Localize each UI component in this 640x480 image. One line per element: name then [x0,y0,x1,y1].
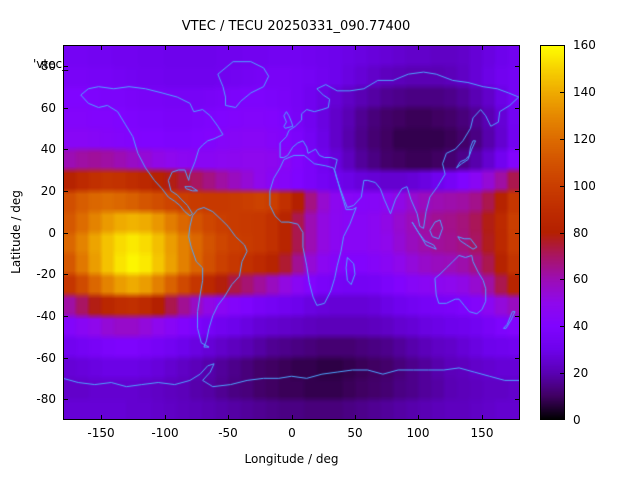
y-tick-mark [64,274,68,275]
x-tick-label: 150 [470,426,494,440]
y-tick-mark [64,358,68,359]
x-tick-mark [418,46,419,50]
colorbar-tick-label: 80 [573,226,589,240]
colorbar-canvas [540,45,565,420]
colorbar-tick-label: 60 [573,272,589,286]
colorbar-tick-label: 120 [573,132,596,146]
x-tick-mark [355,46,356,50]
x-tick-label: -150 [87,426,115,440]
y-tick-label: -40 [36,309,56,323]
y-tick-label: 0 [48,226,56,240]
x-tick-mark [482,46,483,50]
x-tick-label: -100 [151,426,179,440]
y-tick-mark [64,108,68,109]
x-tick-mark [101,415,102,419]
colorbar-tick-mark [560,373,564,374]
stray-legend-label: 'vtec_ [33,57,69,71]
x-tick-mark [165,415,166,419]
y-tick-mark [515,66,519,67]
y-tick-mark [64,191,68,192]
colorbar-tick-mark [560,279,564,280]
colorbar-tick-label: 140 [573,85,596,99]
y-tick-label: -20 [36,267,56,281]
y-tick-mark [64,399,68,400]
x-tick-mark [482,415,483,419]
colorbar-tick-mark [560,139,564,140]
y-tick-mark [515,399,519,400]
y-tick-mark [515,316,519,317]
x-tick-mark [292,46,293,50]
colorbar-tick-mark [560,326,564,327]
y-tick-mark [515,358,519,359]
colorbar-tick-mark [560,45,564,46]
x-tick-mark [418,415,419,419]
colorbar-tick-mark [560,419,564,420]
x-tick-label: 100 [406,426,430,440]
y-tick-mark [515,274,519,275]
y-tick-label: 80 [40,59,56,73]
x-tick-mark [101,46,102,50]
colorbar-tick-mark [560,92,564,93]
x-axis-label: Longitude / deg [244,452,339,466]
x-tick-label: 0 [288,426,296,440]
x-tick-mark [355,415,356,419]
x-tick-mark [165,46,166,50]
y-tick-label: 60 [40,101,56,115]
y-tick-label: 40 [40,142,56,156]
y-tick-mark [64,66,68,67]
y-tick-label: -60 [36,351,56,365]
colorbar-tick-label: 160 [573,38,596,52]
x-tick-label: 50 [347,426,363,440]
x-tick-label: -50 [218,426,238,440]
y-tick-label: -80 [36,392,56,406]
heatmap-canvas [63,45,520,420]
colorbar-tick-mark [560,186,564,187]
y-tick-mark [515,191,519,192]
y-tick-mark [64,233,68,234]
x-tick-mark [292,415,293,419]
colorbar-tick-label: 0 [573,413,581,427]
y-tick-mark [64,149,68,150]
chart-title: VTEC / TECU 20250331_090.77400 [181,19,411,34]
y-tick-label: 20 [40,184,56,198]
y-tick-mark [64,316,68,317]
y-tick-mark [515,149,519,150]
x-tick-mark [228,46,229,50]
y-tick-mark [515,108,519,109]
colorbar-tick-mark [560,233,564,234]
map-plot-area [63,45,520,420]
colorbar-tick-label: 40 [573,319,589,333]
y-tick-mark [515,233,519,234]
colorbar-tick-label: 100 [573,179,596,193]
x-tick-mark [228,415,229,419]
colorbar-tick-label: 20 [573,366,589,380]
